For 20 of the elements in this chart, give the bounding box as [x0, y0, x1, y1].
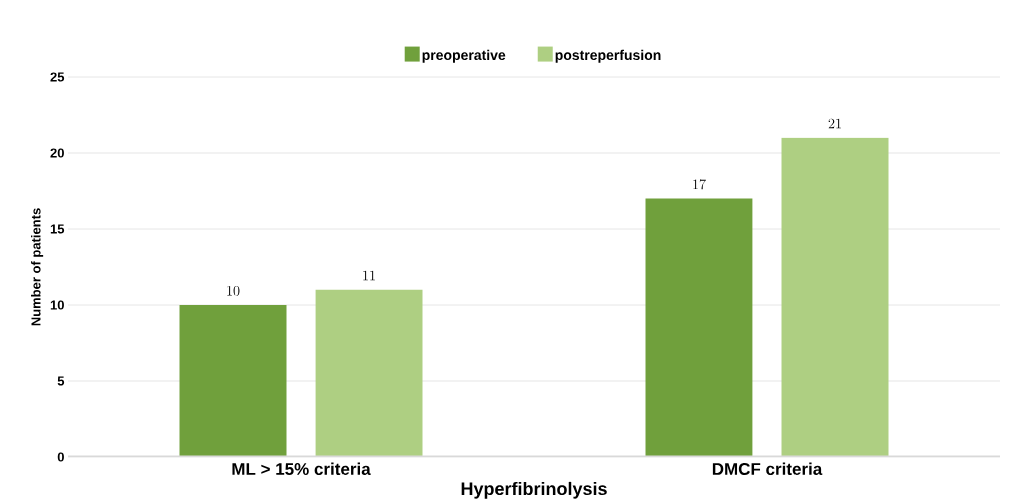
data-label: 21: [828, 118, 841, 129]
y-tick-label: 20: [50, 148, 64, 158]
y-axis-title: Number of patients: [31, 208, 44, 326]
y-tick-label: 10: [50, 300, 64, 310]
data-label: 17: [693, 179, 706, 190]
legend-label: preoperative: [422, 49, 506, 63]
y-tick-label: 0: [57, 452, 64, 462]
x-axis-title: Hyperfibrinolysis: [461, 481, 607, 499]
data-label: 10: [227, 285, 240, 296]
legend-label: postreperfusion: [555, 49, 661, 63]
y-tick-label: 25: [50, 72, 65, 82]
y-tick-label: 15: [50, 224, 65, 234]
bar: [179, 305, 287, 457]
y-tick-label: 5: [57, 376, 65, 386]
x-tick-label: DMCF criteria: [712, 462, 823, 476]
bar: [781, 137, 889, 457]
data-label: 11: [363, 270, 375, 281]
bar: [645, 198, 753, 457]
x-tick-label: ML > 15% criteria: [232, 462, 371, 476]
bar: [315, 289, 423, 457]
